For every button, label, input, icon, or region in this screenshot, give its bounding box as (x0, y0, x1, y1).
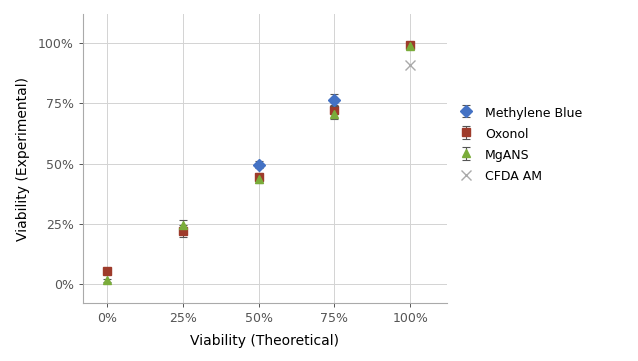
Legend: Methylene Blue, Oxonol, MgANS, CFDA AM: Methylene Blue, Oxonol, MgANS, CFDA AM (456, 106, 582, 183)
Y-axis label: Viability (Experimental): Viability (Experimental) (16, 77, 30, 241)
X-axis label: Viability (Theoretical): Viability (Theoretical) (190, 334, 339, 348)
